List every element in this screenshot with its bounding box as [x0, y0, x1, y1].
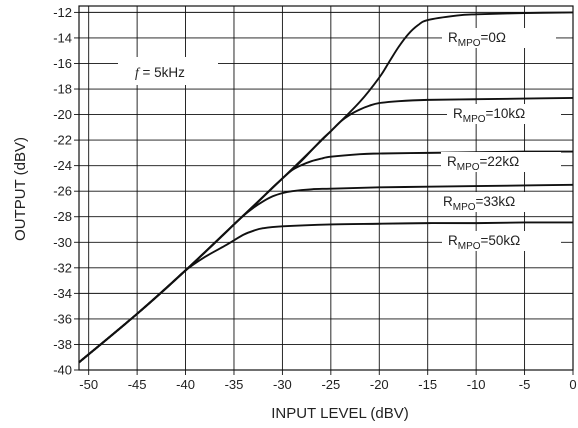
y-tick-label: -14 [53, 30, 72, 45]
series-label-suffix: =0Ω [481, 30, 506, 45]
series-line-4 [78, 221, 574, 364]
y-tick-label: -22 [53, 133, 72, 148]
x-tick-label: 0 [569, 377, 576, 392]
y-tick-label: -16 [53, 56, 72, 71]
series-label-3: RMPO=33kΩ [443, 194, 515, 213]
series-label-prefix: R [453, 106, 463, 121]
x-tick-label: -30 [273, 377, 292, 392]
series-label-0: RMPO=0Ω [448, 30, 506, 49]
series-label-4: RMPO=50kΩ [448, 233, 520, 252]
y-tick-label: -28 [53, 209, 72, 224]
x-tick-label: -50 [79, 377, 98, 392]
x-tick-label: -45 [128, 377, 147, 392]
frequency-symbol: f [135, 65, 141, 80]
series-label-prefix: R [448, 30, 458, 45]
series-label-suffix: =10kΩ [486, 106, 526, 121]
frequency-annotation-background [118, 57, 218, 85]
series-label-suffix: =22kΩ [480, 154, 520, 169]
y-tick-label: -26 [53, 184, 72, 199]
x-tick-label: -15 [418, 377, 437, 392]
frequency-annotation: f = 5kHz [118, 57, 218, 85]
x-tick-label: -35 [225, 377, 244, 392]
x-tick-label: -20 [370, 377, 389, 392]
series-label-background [442, 28, 556, 48]
x-axis-title: INPUT LEVEL (dBV) [271, 405, 409, 422]
series-line-1 [78, 97, 574, 364]
series-label-subscript: MPO [453, 202, 476, 213]
y-tick-label: -36 [53, 311, 72, 326]
series-label-background [441, 152, 561, 172]
y-tick-label: -24 [53, 158, 72, 173]
series-line-2 [78, 150, 574, 364]
series-label-2: RMPO=22kΩ [447, 154, 519, 173]
frequency-value: = 5kHz [139, 65, 185, 80]
series-label-prefix: R [443, 194, 453, 209]
series-label-subscript: MPO [463, 114, 486, 125]
series-label-subscript: MPO [458, 38, 481, 49]
y-tick-label: -18 [53, 82, 72, 97]
y-tick-label: -32 [53, 260, 72, 275]
x-tick-label: -5 [519, 377, 531, 392]
x-tick-label: -25 [321, 377, 340, 392]
series-labels: RMPO=0ΩRMPO=10kΩRMPO=22kΩRMPO=33kΩRMPO=5… [437, 28, 561, 252]
x-tick-label: -10 [467, 377, 486, 392]
frequency-annotation-text: f = 5kHz [135, 65, 185, 80]
series-curves [78, 11, 574, 364]
series-label-background [442, 231, 561, 251]
y-tick-label: -20 [53, 107, 72, 122]
y-tick-label: -40 [53, 363, 72, 378]
x-tick-labels: -50 -45 -40 -35 -30 -25 -20 -15 -10 -5 0 [79, 377, 576, 392]
series-line-3 [78, 183, 574, 364]
y-tick-label: -30 [53, 235, 72, 250]
series-label-prefix: R [447, 154, 457, 169]
series-label-background [437, 192, 561, 212]
series-label-suffix: =50kΩ [481, 233, 521, 248]
series-label-background [447, 104, 561, 124]
y-tick-label: -12 [53, 5, 72, 20]
y-tick-labels: -12 -14 -16 -18 -20 -22 -24 -26 -28 -30 -32 -34 -36 -… [53, 5, 72, 378]
series-label-subscript: MPO [458, 241, 481, 252]
y-axis-title: OUTPUT (dBV) [12, 137, 29, 241]
series-label-suffix: =33kΩ [476, 194, 516, 209]
series-label-subscript: MPO [457, 162, 480, 173]
x-tick-label: -40 [176, 377, 195, 392]
series-label-1: RMPO=10kΩ [453, 106, 525, 125]
series-label-prefix: R [448, 233, 458, 248]
y-tick-label: -38 [53, 337, 72, 352]
y-tick-label: -34 [53, 286, 72, 301]
